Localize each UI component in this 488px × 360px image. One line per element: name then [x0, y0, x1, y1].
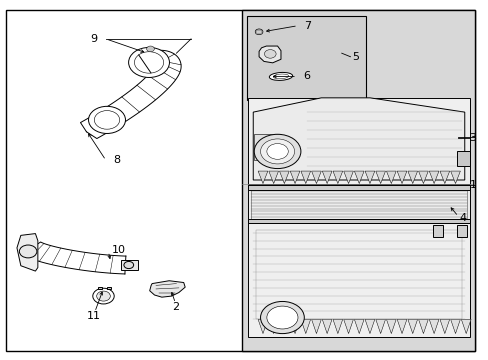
Polygon shape — [343, 319, 353, 334]
Bar — [432, 225, 442, 237]
Text: 7: 7 — [303, 21, 310, 31]
Polygon shape — [17, 234, 38, 271]
Polygon shape — [407, 171, 417, 184]
Polygon shape — [418, 171, 427, 184]
Polygon shape — [149, 281, 185, 297]
Polygon shape — [258, 319, 267, 334]
Circle shape — [260, 301, 304, 334]
Polygon shape — [279, 171, 288, 184]
Circle shape — [123, 261, 133, 269]
Polygon shape — [365, 171, 374, 184]
Polygon shape — [428, 171, 438, 184]
Text: 8: 8 — [113, 156, 120, 165]
Bar — [242, 10, 474, 351]
Polygon shape — [332, 171, 342, 184]
Circle shape — [20, 245, 37, 258]
Polygon shape — [428, 319, 438, 334]
Polygon shape — [460, 319, 470, 334]
Polygon shape — [259, 46, 281, 63]
Bar — [248, 185, 468, 223]
Circle shape — [134, 52, 163, 73]
Polygon shape — [311, 319, 321, 334]
Text: 2: 2 — [172, 302, 179, 312]
Circle shape — [266, 306, 297, 329]
Polygon shape — [311, 171, 321, 184]
Bar — [248, 223, 468, 337]
Polygon shape — [322, 171, 331, 184]
Bar — [98, 287, 102, 289]
Circle shape — [97, 291, 110, 301]
Bar — [457, 152, 468, 166]
Circle shape — [146, 46, 154, 52]
Polygon shape — [253, 98, 464, 180]
Polygon shape — [375, 319, 385, 334]
Circle shape — [88, 106, 125, 134]
Polygon shape — [289, 319, 299, 334]
Polygon shape — [418, 319, 427, 334]
Bar — [254, 134, 281, 160]
Bar — [255, 230, 461, 319]
Text: 6: 6 — [302, 71, 309, 81]
Polygon shape — [439, 171, 449, 184]
Text: 5: 5 — [352, 52, 359, 62]
Polygon shape — [354, 171, 364, 184]
Circle shape — [93, 288, 114, 304]
Bar — [248, 185, 468, 190]
Polygon shape — [386, 319, 395, 334]
Polygon shape — [396, 319, 406, 334]
Polygon shape — [258, 171, 267, 184]
Polygon shape — [365, 319, 374, 334]
Polygon shape — [343, 171, 353, 184]
Polygon shape — [268, 319, 278, 334]
Circle shape — [255, 29, 263, 35]
Polygon shape — [386, 171, 395, 184]
Circle shape — [264, 50, 276, 58]
Text: 10: 10 — [112, 245, 126, 255]
Bar — [120, 260, 137, 270]
Text: 3: 3 — [468, 133, 476, 143]
Text: 11: 11 — [86, 311, 101, 321]
Text: 9: 9 — [90, 34, 98, 44]
Polygon shape — [354, 319, 364, 334]
Bar — [256, 30, 262, 33]
Polygon shape — [289, 171, 299, 184]
Bar — [457, 225, 466, 237]
Bar — [246, 16, 366, 100]
Circle shape — [260, 139, 294, 164]
Polygon shape — [279, 319, 288, 334]
Polygon shape — [300, 171, 310, 184]
Bar — [248, 219, 468, 223]
Circle shape — [254, 134, 300, 168]
Polygon shape — [332, 319, 342, 334]
Polygon shape — [450, 319, 459, 334]
Bar — [248, 98, 468, 184]
Circle shape — [266, 144, 287, 159]
Polygon shape — [439, 319, 449, 334]
Polygon shape — [407, 319, 417, 334]
Bar — [107, 287, 111, 289]
Bar — [250, 187, 466, 221]
Circle shape — [94, 111, 120, 129]
Text: 1: 1 — [468, 180, 476, 190]
Ellipse shape — [273, 74, 288, 79]
Circle shape — [128, 48, 169, 77]
Polygon shape — [375, 171, 385, 184]
Text: 4: 4 — [458, 213, 466, 223]
Ellipse shape — [269, 72, 292, 80]
Polygon shape — [450, 171, 459, 184]
Polygon shape — [268, 171, 278, 184]
Polygon shape — [396, 171, 406, 184]
Polygon shape — [300, 319, 310, 334]
Polygon shape — [322, 319, 331, 334]
